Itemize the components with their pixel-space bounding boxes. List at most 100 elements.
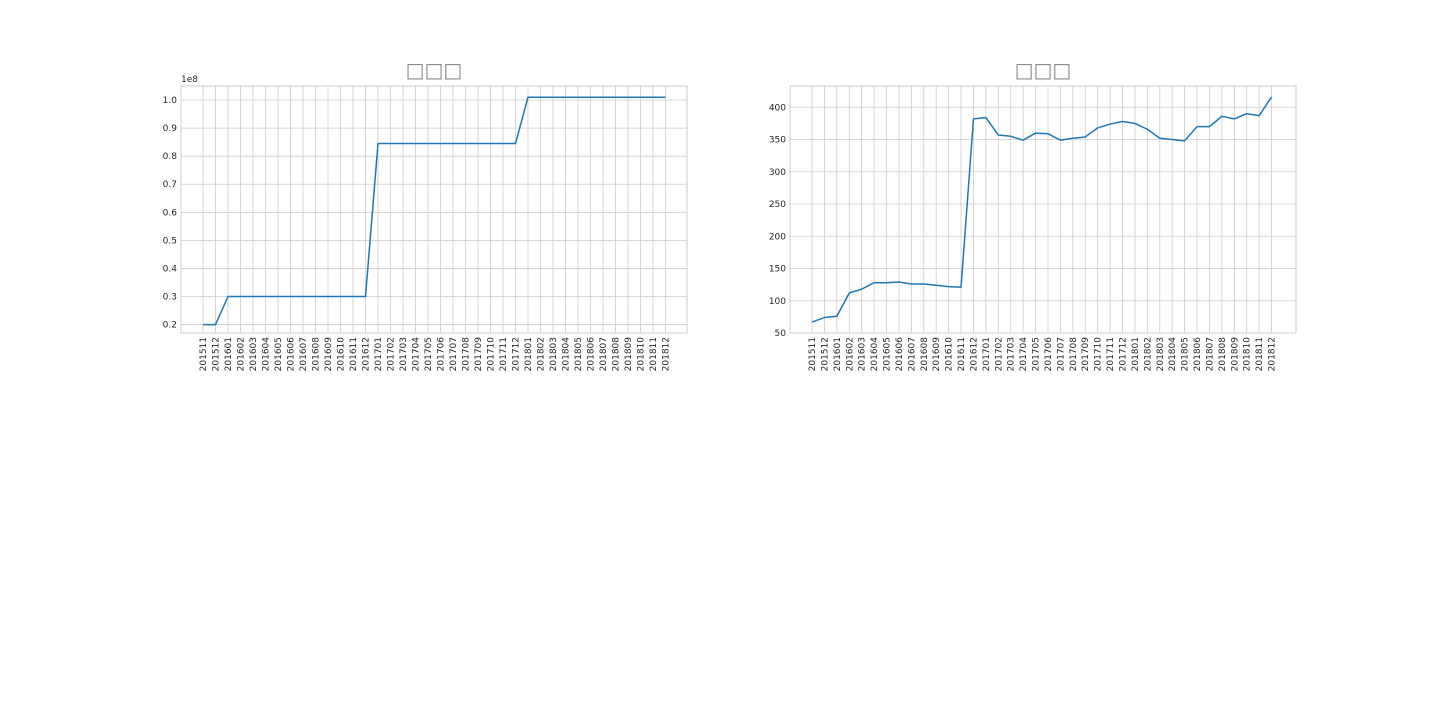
- chart-right-xtick-label: 201608: [920, 337, 930, 372]
- chart-left-data-point: [415, 143, 417, 145]
- chart-right-xtick-label: 201711: [1106, 337, 1116, 371]
- chart-left-xtick-label: 201803: [549, 337, 559, 371]
- chart-right-xtick-label: 201710: [1094, 337, 1104, 372]
- chart-right-data-point: [1084, 136, 1086, 138]
- chart-right-xtick-label: 201807: [1205, 337, 1215, 371]
- chart-right-data-point: [1097, 127, 1099, 129]
- chart-left-data-point: [227, 296, 229, 298]
- chart-right-data-point: [1010, 135, 1012, 137]
- chart-right-data-point: [1072, 137, 1074, 139]
- chart-right-xtick-label: 201702: [994, 337, 1004, 371]
- chart-right-data-point: [1122, 120, 1124, 122]
- chart-left-data-point: [440, 143, 442, 145]
- chart-right-data-point: [1146, 128, 1148, 130]
- chart-left-xtick-label: 201807: [599, 337, 609, 371]
- chart-right-data-point: [811, 321, 813, 323]
- chart-right-data-point: [861, 288, 863, 290]
- chart-right-ytick-label: 150: [769, 265, 786, 275]
- chart-left-xtick-label: 201702: [387, 337, 397, 371]
- chart-right-data-point: [972, 118, 974, 120]
- chart-right-data-point: [1271, 96, 1273, 98]
- chart-right-data-point: [873, 282, 875, 284]
- chart-left-xtick-label: 201811: [649, 337, 659, 371]
- chart-left-xtick-label: 201609: [324, 337, 334, 372]
- chart-right-xtick-label: 201603: [858, 337, 868, 371]
- chart-right-ytick-label: 200: [769, 232, 786, 242]
- chart-right-xtick-label: 201803: [1156, 337, 1166, 371]
- chart-right-ytick-label: 300: [769, 168, 786, 178]
- chart-left-ytick-label: 0.6: [163, 208, 178, 218]
- chart-left-data-point: [490, 143, 492, 145]
- chart-right-xtick-label: 201605: [883, 337, 893, 371]
- chart-left-xtick-label: 201707: [449, 337, 459, 371]
- chart-left-xtick-label: 201604: [262, 337, 272, 372]
- chart-right-xtick-label: 201703: [1007, 337, 1017, 371]
- chart-right-xtick-label: 201810: [1243, 337, 1253, 372]
- chart-right-data-point: [1134, 122, 1136, 124]
- chart-left-ytick-label: 1.0: [163, 96, 178, 106]
- chart-left-xtick-label: 201801: [524, 337, 534, 371]
- chart-right-data-point: [910, 283, 912, 285]
- chart-right-xtick-label: 201606: [895, 337, 905, 372]
- chart-left-data-point: [515, 143, 517, 145]
- chart-left-xtick-label: 201511: [199, 337, 209, 371]
- chart-left-xtick-label: 201805: [574, 337, 584, 371]
- chart-left-data-point: [565, 96, 567, 98]
- chart-right-xtick-label: 201601: [833, 337, 843, 371]
- chart-left-data-point: [552, 96, 554, 98]
- chart-left-data-point: [390, 143, 392, 145]
- chart-left-ytick-label: 0.4: [163, 264, 178, 274]
- chart-right-data-point: [1221, 115, 1223, 117]
- chart-right-xtick-label: 201712: [1119, 337, 1129, 371]
- chart-left-data-point: [340, 296, 342, 298]
- chart-right-data-point: [1059, 139, 1061, 141]
- chart-right-ytick-label: 350: [769, 136, 786, 146]
- chart-right-xtick-label: 201801: [1131, 337, 1141, 371]
- chart-right-data-point: [948, 286, 950, 288]
- chart-right-xtick-label: 201804: [1168, 337, 1178, 372]
- chart-right-data-point: [960, 286, 962, 288]
- chart-left-data-point: [377, 143, 379, 145]
- chart-left-xtick-label: 201710: [487, 337, 497, 372]
- chart-right-data-point: [836, 315, 838, 317]
- chart-right-data-point: [1022, 139, 1024, 141]
- chart-left-xtick-label: 201701: [374, 337, 384, 371]
- chart-right-data-point: [1208, 126, 1210, 128]
- chart-left-xtick-label: 201704: [412, 337, 422, 372]
- chart-left: 0.2 0.3 0.4 0.5 0.6 0.7 0.8 0.9 1.0 1e8 201511 2015…: [0, 0, 720, 400]
- chart-right-xtick-label: 201512: [820, 337, 830, 371]
- chart-right-data-point: [997, 134, 999, 136]
- chart-left-xtick-label: 201608: [312, 337, 322, 372]
- chart-left-svg: 0.2 0.3 0.4 0.5 0.6 0.7 0.8 0.9 1.0 1e8 201511 2015…: [163, 58, 688, 372]
- chart-left-data-point: [665, 96, 667, 98]
- chart-right-title: □□□: [1015, 58, 1072, 82]
- chart-left-data-point: [290, 296, 292, 298]
- chart-right-data-point: [1196, 126, 1198, 128]
- chart-right-data-point: [1233, 118, 1235, 120]
- chart-left-xtick-label: 201512: [212, 337, 222, 371]
- chart-right-ytick-label: 50: [775, 329, 787, 339]
- chart-left-data-point: [540, 96, 542, 98]
- chart-right-data-point: [1171, 139, 1173, 141]
- chart-right-xtick-label: 201511: [808, 337, 818, 371]
- chart-right-xtick-label: 201701: [982, 337, 992, 371]
- chart-left-xtick-label: 201808: [612, 337, 622, 372]
- chart-left-xtick-label: 201607: [299, 337, 309, 371]
- chart-left-data-point: [365, 296, 367, 298]
- chart-left-data-point: [465, 143, 467, 145]
- chart-right-ytick-label: 100: [769, 297, 786, 307]
- chart-right-data-point: [1258, 115, 1260, 117]
- chart-left-xtick-label: 201605: [274, 337, 284, 371]
- chart-left-frame: [180, 85, 688, 334]
- chart-right-data-point: [923, 283, 925, 285]
- chart-left-xtick-label: 201706: [437, 337, 447, 372]
- chart-left-data-point: [327, 296, 329, 298]
- chart-right-data-point: [823, 317, 825, 319]
- chart-right-xtick-label: 201802: [1143, 337, 1153, 371]
- chart-left-data-point: [252, 296, 254, 298]
- chart-left-data-point: [640, 96, 642, 98]
- chart-left-ytick-label: 0.7: [163, 180, 177, 190]
- chart-right-xtick-label: 201611: [957, 337, 967, 371]
- chart-right-data-point: [935, 284, 937, 286]
- chart-right-data-point: [1184, 140, 1186, 142]
